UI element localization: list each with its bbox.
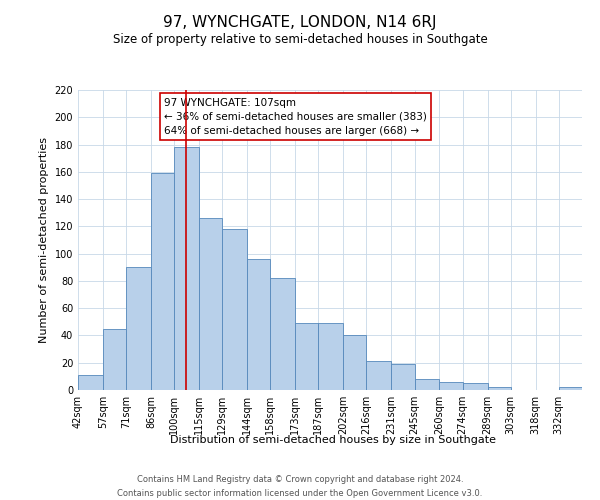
Bar: [367, 362, 391, 390]
Text: Distribution of semi-detached houses by size in Southgate: Distribution of semi-detached houses by …: [170, 435, 496, 445]
Bar: [222, 229, 247, 390]
Bar: [78, 375, 103, 390]
Bar: [391, 364, 415, 390]
Text: 97, WYNCHGATE, LONDON, N14 6RJ: 97, WYNCHGATE, LONDON, N14 6RJ: [163, 15, 437, 30]
Bar: [103, 328, 126, 390]
Bar: [415, 379, 439, 390]
Bar: [199, 218, 222, 390]
Bar: [439, 382, 463, 390]
Bar: [343, 336, 367, 390]
Text: Contains HM Land Registry data © Crown copyright and database right 2024.
Contai: Contains HM Land Registry data © Crown c…: [118, 476, 482, 498]
Bar: [559, 388, 582, 390]
Bar: [126, 268, 151, 390]
Bar: [271, 278, 295, 390]
Bar: [247, 259, 271, 390]
Bar: [487, 388, 511, 390]
Bar: [174, 148, 199, 390]
Bar: [151, 173, 174, 390]
Bar: [319, 323, 343, 390]
Bar: [463, 383, 487, 390]
Y-axis label: Number of semi-detached properties: Number of semi-detached properties: [39, 137, 49, 343]
Bar: [295, 323, 319, 390]
Text: Size of property relative to semi-detached houses in Southgate: Size of property relative to semi-detach…: [113, 32, 487, 46]
Text: 97 WYNCHGATE: 107sqm
← 36% of semi-detached houses are smaller (383)
64% of semi: 97 WYNCHGATE: 107sqm ← 36% of semi-detac…: [164, 98, 427, 136]
